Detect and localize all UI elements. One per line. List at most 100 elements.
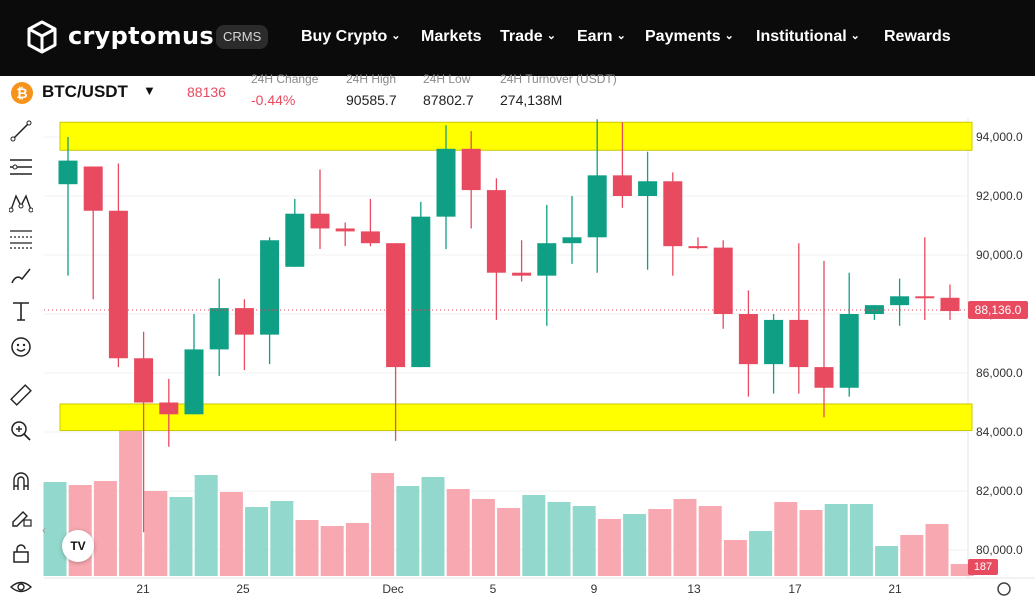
chevron-down-icon: ⌄: [724, 30, 734, 42]
high-label: 24H High: [346, 72, 397, 86]
time-tick-label: 17: [788, 582, 802, 596]
price-tick-label: 94,000.0: [976, 130, 1023, 144]
price-tick-label: 82,000.0: [976, 484, 1023, 498]
time-tick-label: 25: [236, 582, 250, 596]
candle-body: [587, 175, 607, 238]
low-value: 87802.7: [423, 92, 474, 108]
candle-body: [285, 213, 305, 267]
candle-body: [512, 272, 532, 276]
candle-body: [159, 402, 179, 415]
eye-icon[interactable]: [8, 574, 34, 600]
horizontal-lines-icon[interactable]: [8, 154, 34, 180]
candle-body: [260, 240, 280, 335]
nav-earn[interactable]: Earn ⌄: [577, 28, 626, 46]
nav-trade[interactable]: Trade ⌄: [500, 28, 556, 46]
turnover-value: 274,138M: [500, 92, 563, 108]
chevron-down-icon[interactable]: ▼: [143, 83, 156, 98]
candle-body: [58, 160, 78, 185]
last-price-tag: 88,136.0: [968, 301, 1028, 319]
time-tick-label: 21: [888, 582, 902, 596]
volume-bar: [597, 519, 621, 576]
candle-body: [360, 231, 380, 244]
volume-bar: [925, 524, 949, 576]
nav-payments[interactable]: Payments ⌄: [645, 28, 734, 46]
volume-bar: [270, 501, 294, 576]
trading-pair-selector[interactable]: BTC/USDT: [42, 82, 128, 101]
ruler-icon[interactable]: [8, 382, 34, 408]
volume-bar: [723, 540, 747, 576]
lock-draw-icon[interactable]: [8, 504, 34, 530]
volume-bar: [421, 477, 445, 576]
last-price: 88136: [187, 84, 226, 100]
highlight-zone: [59, 403, 973, 432]
volume-bar: [446, 489, 470, 576]
candle-body: [562, 237, 582, 244]
volume-bar: [849, 504, 873, 576]
volume-bar: [497, 508, 521, 576]
lock-icon[interactable]: [8, 540, 34, 566]
nav-rewards[interactable]: Rewards: [884, 28, 951, 46]
candle-body: [486, 190, 506, 273]
candle-body: [310, 213, 330, 229]
candle-body: [108, 210, 128, 359]
volume-bar: [43, 482, 67, 576]
trend-line-icon[interactable]: [8, 118, 34, 144]
change-value: -0.44%: [251, 92, 296, 108]
nav-institutional[interactable]: Institutional ⌄: [756, 28, 860, 46]
candle-body: [436, 148, 456, 217]
nav-markets[interactable]: Markets: [421, 28, 481, 46]
volume-bar: [698, 506, 722, 576]
candle-body: [839, 314, 859, 388]
candle-body: [83, 166, 103, 211]
volume-bar: [295, 520, 319, 576]
time-tick-label: 21: [136, 582, 150, 596]
fib-icon[interactable]: [8, 226, 34, 252]
volume-bar: [169, 497, 193, 576]
volume-bar: [799, 510, 823, 576]
candle-body: [940, 297, 960, 312]
change-label: 24H Change: [251, 72, 319, 86]
volume-bar: [950, 564, 974, 576]
nav-label: Earn: [577, 28, 613, 45]
tradingview-logo[interactable]: TV: [62, 530, 94, 562]
candle-body: [234, 308, 254, 335]
candle-body: [612, 175, 632, 196]
turnover-label: 24H Turnover (USDT): [500, 72, 617, 86]
candle-body: [638, 181, 658, 196]
candle-body: [184, 349, 204, 415]
volume-bar: [572, 506, 596, 576]
volume-bar: [522, 495, 546, 576]
volume-bar: [673, 499, 697, 576]
candle-body: [335, 228, 355, 232]
nav-buy-crypto[interactable]: Buy Crypto ⌄: [301, 28, 400, 46]
brand-name[interactable]: cryptomus: [68, 22, 214, 50]
volume-bar: [345, 523, 369, 576]
candle-body: [134, 358, 154, 403]
volume-bar: [320, 526, 344, 576]
settings-icon[interactable]: [997, 582, 1011, 596]
volume-bar: [875, 546, 899, 576]
cryptomus-logo[interactable]: [26, 20, 58, 54]
candle-body: [789, 319, 809, 368]
time-tick-label: Dec: [382, 582, 403, 596]
price-tick-label: 92,000.0: [976, 189, 1023, 203]
candle-body: [764, 319, 784, 365]
magnet-icon[interactable]: [8, 468, 34, 494]
candle-body: [814, 367, 834, 388]
volume-bar: [648, 509, 672, 576]
zoom-in-icon[interactable]: [8, 418, 34, 444]
price-tick-label: 90,000.0: [976, 248, 1023, 262]
candle-body: [411, 216, 431, 368]
highlight-zone: [59, 121, 973, 151]
emoji-icon[interactable]: [8, 334, 34, 360]
text-icon[interactable]: [8, 298, 34, 324]
candle-body: [688, 246, 708, 249]
brush-icon[interactable]: [8, 262, 34, 288]
collapse-arrow-icon: ‹: [42, 523, 46, 537]
token-badge[interactable]: CRMS: [216, 25, 269, 49]
volume-bar: [824, 504, 848, 576]
pattern-icon[interactable]: [8, 190, 34, 216]
volume-bar: [371, 473, 395, 576]
time-tick-label: 13: [687, 582, 701, 596]
